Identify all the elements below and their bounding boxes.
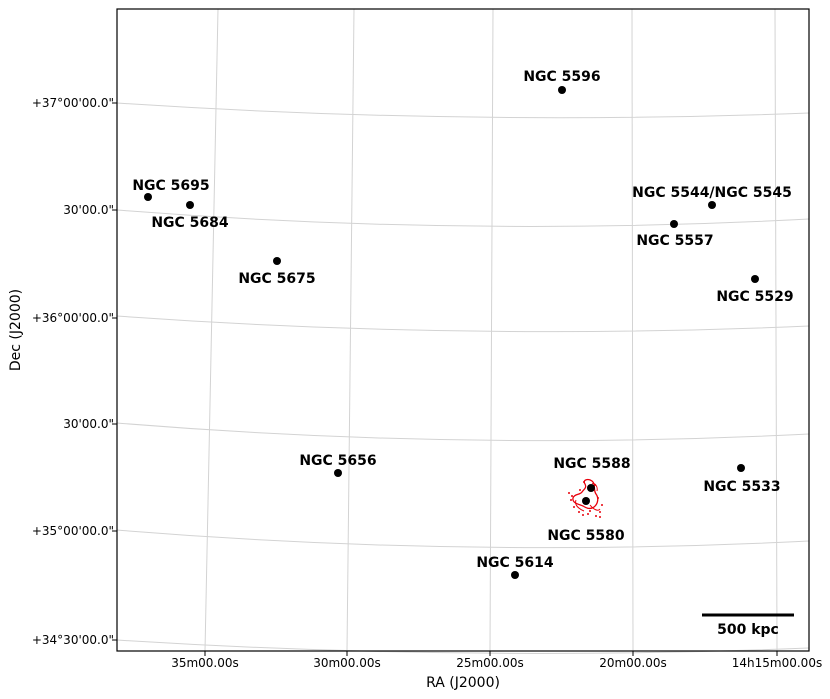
galaxy-label: NGC 5695	[132, 178, 209, 194]
y-tick-label: 30'00.0"	[63, 203, 114, 217]
galaxy-point	[558, 86, 566, 94]
x-tick-label: 30m00.00s	[313, 656, 381, 670]
galaxy-label: NGC 5596	[523, 69, 600, 85]
dec-grid-line	[116, 529, 810, 549]
galaxy-point	[511, 571, 519, 579]
galaxy-point	[737, 464, 745, 472]
galaxy-label: NGC 5614	[476, 555, 554, 571]
y-axis-ticks: +37°00'00.0" 30'00.0" +36°00'00.0" 30'00.0"…	[32, 96, 117, 647]
emission-speck	[599, 511, 601, 513]
galaxy-label: NGC 5544/NGC 5545	[632, 185, 792, 201]
dec-grid-line	[116, 315, 810, 333]
galaxy-label: NGC 5675	[238, 271, 315, 287]
coordinate-grid	[116, 8, 810, 654]
emission-speck	[599, 516, 601, 518]
galaxy-point	[587, 484, 595, 492]
galaxy-label: NGC 5656	[299, 453, 376, 469]
galaxy-label: NGC 5533	[703, 479, 780, 495]
emission-contour	[572, 478, 599, 510]
emission-speck	[573, 506, 575, 508]
y-tick-label: +37°00'00.0"	[32, 96, 114, 110]
galaxy-labels: NGC 5596 NGC 5695 NGC 5684 NGC 5675 NGC 5544…	[132, 69, 793, 571]
emission-speck	[601, 504, 603, 506]
galaxy-point	[670, 220, 678, 228]
y-tick-label: 30'00.0"	[63, 417, 114, 431]
y-axis-label: Dec (J2000)	[8, 289, 24, 371]
emission-speck	[587, 513, 589, 515]
x-axis-label: RA (J2000)	[426, 675, 500, 691]
emission-speck	[582, 514, 584, 516]
x-tick-label: 35m00.00s	[171, 656, 239, 670]
ra-grid-line	[489, 8, 494, 652]
dec-grid-line	[116, 422, 810, 442]
ra-grid-line	[631, 8, 634, 652]
ra-grid-line	[774, 8, 778, 652]
ra-grid-line	[204, 8, 219, 652]
emission-speck	[595, 515, 597, 517]
galaxy-point	[334, 469, 342, 477]
x-tick-label: 14h15m00.00s	[732, 656, 822, 670]
galaxy-point	[273, 257, 281, 265]
galaxy-label: NGC 5588	[553, 456, 630, 472]
diffuse-emission	[568, 478, 603, 518]
galaxy-point	[186, 201, 194, 209]
emission-speck	[583, 481, 585, 483]
dec-grid-line	[116, 209, 810, 227]
x-tick-label: 20m00.00s	[599, 656, 667, 670]
x-tick-label: 25m00.00s	[456, 656, 524, 670]
galaxy-point	[708, 201, 716, 209]
dec-grid-line	[116, 102, 810, 119]
emission-speck	[597, 497, 599, 499]
galaxy-point	[144, 193, 152, 201]
emission-contour	[575, 483, 601, 512]
x-axis-ticks: 35m00.00s 30m00.00s 25m00.00s 20m00.00s 14h1…	[171, 651, 822, 670]
emission-speck	[594, 484, 596, 486]
galaxy-label: NGC 5557	[636, 233, 713, 249]
y-tick-label: +36°00'00.0"	[32, 311, 114, 325]
galaxy-label: NGC 5529	[716, 289, 793, 305]
galaxy-point	[582, 497, 590, 505]
galaxy-point	[751, 275, 759, 283]
galaxy-label: NGC 5684	[151, 215, 229, 231]
scale-bar-label: 500 kpc	[717, 622, 779, 638]
galaxy-label: NGC 5580	[547, 528, 625, 544]
emission-speck	[568, 492, 570, 494]
y-tick-label: +34°30'00.0"	[32, 633, 114, 647]
y-tick-label: +35°00'00.0"	[32, 524, 114, 538]
emission-speck	[578, 511, 580, 513]
emission-speck	[570, 499, 572, 501]
emission-speck	[579, 489, 581, 491]
plot-frame	[116, 8, 810, 652]
galaxy-points	[144, 86, 759, 579]
emission-speck	[589, 510, 591, 512]
emission-speck	[571, 495, 573, 497]
ra-grid-line	[346, 8, 355, 652]
